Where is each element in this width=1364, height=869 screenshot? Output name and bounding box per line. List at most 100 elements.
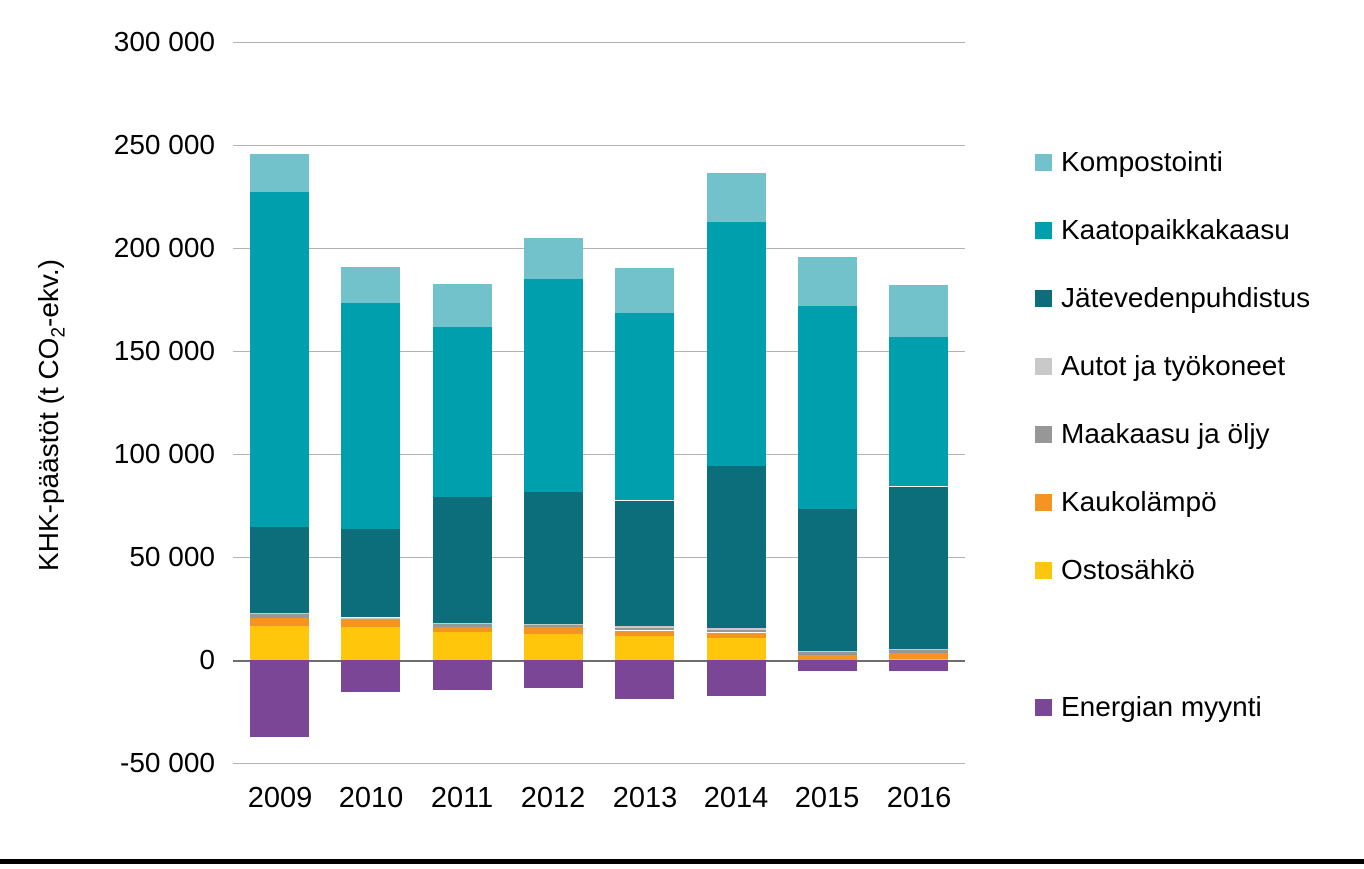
bar-segment	[889, 487, 948, 649]
legend-item: Kompostointi	[1035, 128, 1310, 196]
legend-item: Ostosähkö	[1035, 536, 1310, 604]
bar-segment	[433, 624, 492, 627]
legend-label: Autot ja työkoneet	[1061, 350, 1286, 381]
legend-item: Jätevedenpuhdistus	[1035, 264, 1310, 332]
legend-label: Kaatopaikkakaasu	[1061, 214, 1290, 245]
bar-segment	[433, 627, 492, 632]
bar-segment	[341, 267, 400, 303]
bar-segment	[707, 629, 766, 632]
legend: Kompostointi Kaatopaikkakaasu Jätevedenpuh…	[1035, 128, 1310, 741]
y-tick-label: -50 000	[120, 747, 215, 778]
bar-segment	[341, 618, 400, 619]
bar-segment	[615, 501, 674, 626]
bar-segment	[433, 623, 492, 624]
bar-segment	[798, 652, 857, 655]
bar-segment	[250, 527, 309, 613]
bar-segment	[798, 509, 857, 651]
bar-segment	[615, 635, 674, 660]
bar-segment	[889, 653, 948, 659]
legend-swatch	[1035, 425, 1052, 443]
bar-segment	[889, 648, 948, 650]
legend-item: Maakaasu ja öljy	[1035, 400, 1310, 468]
legend-swatch	[1035, 561, 1052, 579]
y-tick-label: 250 000	[113, 129, 215, 160]
bar-segment	[433, 632, 492, 660]
bar-segment	[615, 627, 674, 630]
x-tick-label: 2015	[794, 782, 860, 814]
bar-segment	[889, 650, 948, 653]
gridline	[233, 557, 965, 558]
legend-swatch	[1035, 289, 1052, 307]
bar-segment	[889, 285, 948, 337]
bar-segment	[433, 327, 492, 497]
bar-segment	[707, 633, 766, 638]
bottom-border-rule	[0, 859, 1364, 864]
x-tick-label: 2009	[247, 782, 313, 814]
x-tick-label: 2011	[430, 782, 494, 814]
gridline	[233, 248, 965, 249]
y-tick-label: 100 000	[113, 438, 215, 469]
legend-swatch	[1035, 493, 1052, 511]
legend-swatch	[1035, 357, 1052, 375]
x-tick-label: 2014	[703, 782, 769, 814]
bar-segment	[250, 626, 309, 660]
gridline	[233, 454, 965, 455]
legend-label: Energian myynti	[1061, 691, 1262, 722]
bar-segment	[341, 529, 400, 617]
bar-segment	[707, 466, 766, 628]
bar-segment	[433, 284, 492, 327]
bar-segment	[341, 619, 400, 627]
bar-segment	[798, 651, 857, 652]
legend-label: Ostosähkö	[1061, 554, 1195, 585]
bar-segment	[615, 660, 674, 699]
bar-segment	[250, 660, 309, 737]
bar-segment	[707, 222, 766, 466]
bar-segment	[250, 614, 309, 618]
bar-segment	[889, 337, 948, 486]
legend-item: Energian myynti	[1035, 673, 1310, 741]
x-tick-label: 2013	[612, 782, 678, 814]
y-tick-label: 50 000	[129, 541, 215, 572]
bar-segment	[250, 618, 309, 626]
bar-segment	[798, 306, 857, 509]
bar-segment	[524, 625, 583, 627]
bar-segment	[250, 154, 309, 192]
x-tick-label: 2010	[338, 782, 404, 814]
legend-item: Kaatopaikkakaasu	[1035, 196, 1310, 264]
bar-segment	[524, 627, 583, 634]
bar-segment	[524, 492, 583, 624]
legend-item: Autot ja työkoneet	[1035, 332, 1310, 400]
bar-segment	[524, 660, 583, 688]
bar-segment	[798, 257, 857, 306]
legend-swatch	[1035, 698, 1052, 716]
zero-gridline	[233, 660, 965, 662]
bar-segment	[433, 660, 492, 690]
legend-label: Kompostointi	[1061, 146, 1223, 177]
bar-segment	[707, 628, 766, 630]
bar-segment	[615, 631, 674, 636]
y-tick-label: 200 000	[113, 232, 215, 263]
bar-segment	[250, 613, 309, 614]
bar-segment	[524, 634, 583, 660]
legend-label: Kaukolämpö	[1061, 486, 1217, 517]
legend-swatch	[1035, 221, 1052, 239]
bar-segment	[250, 192, 309, 527]
y-tick-label: 0	[199, 644, 215, 675]
y-tick-label: 300 000	[113, 26, 215, 57]
legend-label: Maakaasu ja öljy	[1061, 418, 1270, 449]
legend-item: Kaukolämpö	[1035, 468, 1310, 536]
bar-segment	[341, 660, 400, 692]
bar-segment	[889, 659, 948, 660]
x-tick-label: 2012	[520, 782, 586, 814]
bar-segment	[707, 173, 766, 222]
bar-segment	[889, 660, 948, 671]
gridline	[233, 351, 965, 352]
y-tick-label: 150 000	[113, 335, 215, 366]
bar-segment	[615, 626, 674, 628]
bar-segment	[524, 279, 583, 492]
gridline	[233, 763, 965, 764]
bar-segment	[524, 624, 583, 625]
bar-segment	[798, 655, 857, 660]
